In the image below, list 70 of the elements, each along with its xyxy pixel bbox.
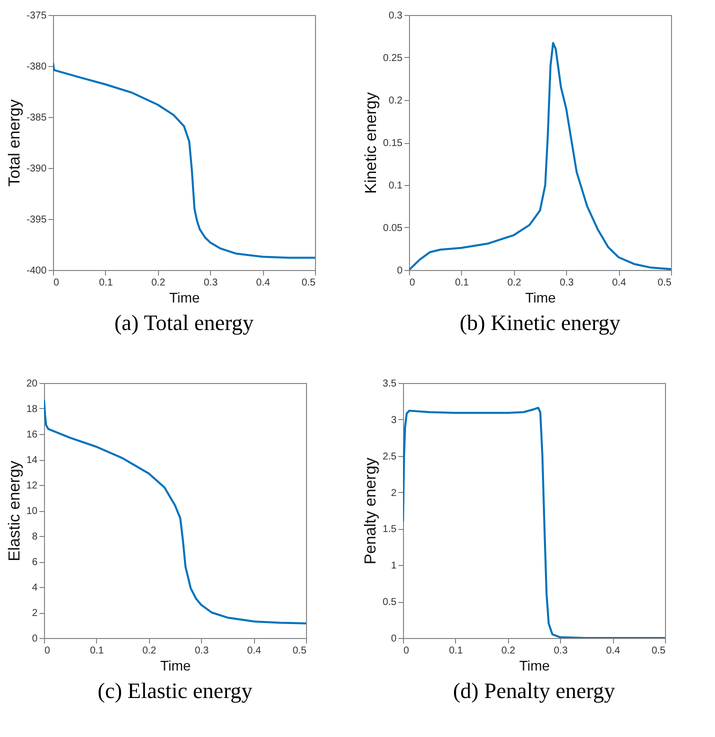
x-axis-title: Time	[169, 290, 200, 306]
x-tick-label: 0.5	[658, 278, 672, 288]
x-tick-label: 0.2	[142, 646, 157, 656]
y-tick-label: 3.5	[382, 378, 397, 390]
y-axis-title: Elastic energy	[6, 460, 24, 562]
x-tick-label: 0.5	[652, 646, 666, 656]
y-tick-label: 0.3	[388, 10, 403, 22]
x-tick-label: 0.4	[256, 278, 270, 288]
y-tick-label: 10	[26, 506, 38, 517]
x-tick-label: 0.5	[292, 646, 307, 656]
y-tick-label: -385	[26, 112, 47, 124]
y-tick-label: 0	[32, 634, 38, 644]
y-tick-label: 0	[396, 266, 403, 276]
x-tick-label: 0.4	[606, 646, 620, 656]
x-tick-label: 0.3	[204, 278, 218, 288]
y-tick-label: 0	[390, 634, 397, 644]
y-tick-label: 2.5	[382, 451, 397, 462]
y-tick-label: 20	[26, 378, 38, 390]
text: (a) Total energy	[114, 310, 254, 335]
x-tick-label: 0.3	[194, 646, 210, 656]
y-tick-label: 0.25	[383, 53, 403, 64]
y-tick-label: 8	[32, 532, 38, 542]
x-tick-label: 0.2	[501, 646, 516, 656]
y-axis-title: Penalty energy	[362, 458, 380, 564]
x-tick-label: 0.4	[612, 278, 626, 288]
y-tick-label: 1.5	[382, 524, 397, 536]
y-tick-label: 0.2	[388, 96, 403, 106]
y-tick-label: -400	[26, 266, 47, 276]
x-axis-title: Time	[160, 658, 192, 674]
y-axis-title: Total energy	[6, 99, 24, 187]
y-tick-label: -395	[26, 214, 47, 226]
line-series	[53, 62, 315, 259]
y-tick-label: 2	[32, 608, 38, 619]
line-series	[409, 42, 671, 270]
text: (c) Elastic energy	[98, 678, 252, 703]
y-tick-label: -390	[26, 164, 47, 174]
y-tick-label: 0.5	[382, 597, 397, 608]
y-tick-label: 1	[390, 560, 397, 572]
y-tick-label: 0.1	[388, 180, 403, 192]
x-tick-label: 0.2	[151, 278, 166, 288]
x-tick-label: 0.2	[507, 278, 522, 288]
y-tick-label: 4	[32, 582, 38, 594]
x-tick-label: 0.3	[554, 646, 568, 656]
x-axis-title: Time	[525, 290, 556, 306]
text: (d) Penalty energy	[452, 678, 616, 703]
y-tick-label: 12	[26, 480, 38, 492]
line-series	[44, 398, 306, 624]
y-tick-label: 14	[26, 455, 38, 466]
line-series	[403, 406, 665, 638]
y-tick-label: 18	[26, 404, 38, 415]
y-tick-label: -380	[26, 62, 47, 72]
y-tick-label: -375	[26, 10, 47, 22]
y-tick-label: 2	[390, 488, 397, 499]
x-axis-title: Time	[519, 658, 550, 674]
x-tick-label: 0.1	[448, 646, 464, 656]
text: (b) Kinetic energy	[460, 310, 620, 335]
x-tick-label: 0.1	[98, 278, 114, 288]
x-tick-label: 0.4	[247, 646, 262, 656]
x-tick-label: 0.1	[90, 646, 104, 656]
x-tick-label: 0.1	[454, 278, 470, 288]
x-tick-label: 0	[410, 278, 416, 288]
y-tick-label: 3	[390, 414, 397, 426]
y-tick-label: 0.05	[383, 223, 403, 234]
y-tick-label: 16	[26, 430, 38, 440]
y-axis-title: Kinetic energy	[363, 92, 380, 194]
x-tick-label: 0	[54, 278, 60, 288]
y-tick-label: 6	[32, 557, 38, 568]
x-tick-label: 0.5	[302, 278, 316, 288]
y-tick-label: 0.15	[383, 138, 403, 149]
x-tick-label: 0.3	[560, 278, 574, 288]
